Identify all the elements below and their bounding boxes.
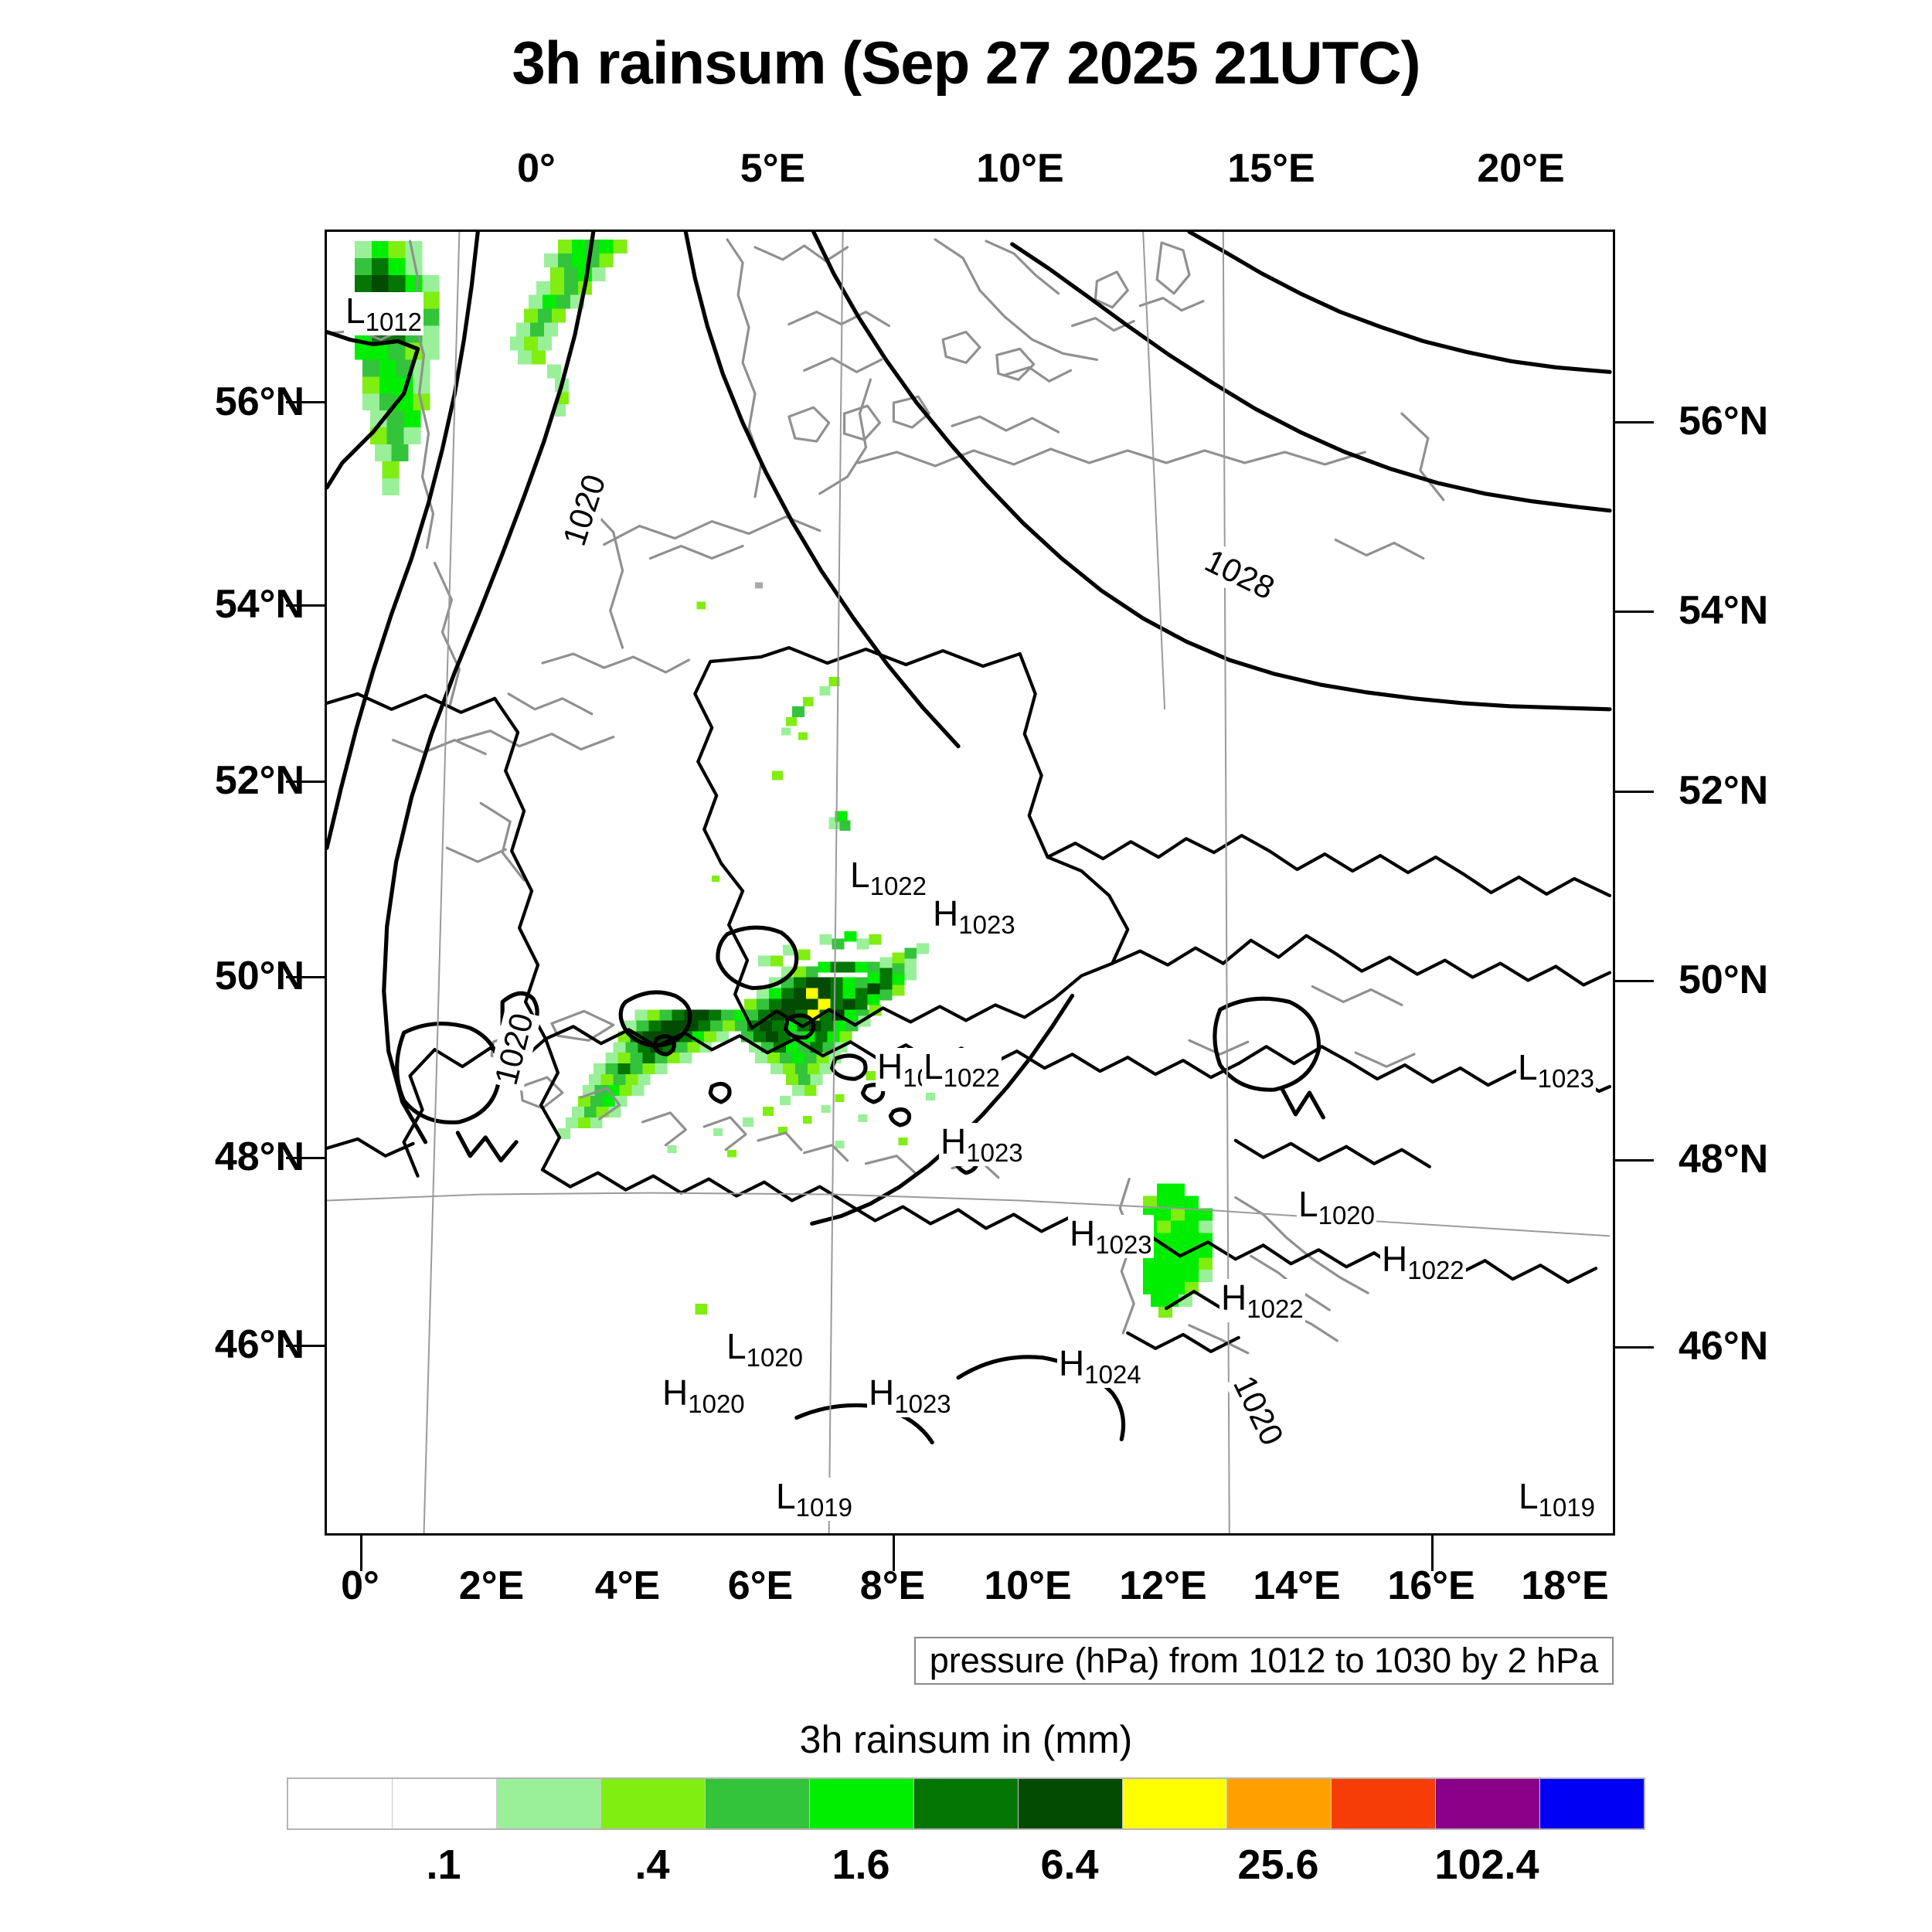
- colorbar-cell-0: [288, 1779, 393, 1828]
- colorbar[interactable]: [287, 1777, 1645, 1830]
- pressure-center-H-1023-c: H1023: [1068, 1213, 1154, 1259]
- pressure-center-L-1023: L1023: [1516, 1047, 1597, 1093]
- axis-tick-bottom-1: 2°E: [458, 1563, 525, 1608]
- tick-bottom-2: [1431, 1536, 1434, 1571]
- axis-tick-top-4: 20°E: [1477, 146, 1565, 191]
- tick-right-2: [1615, 791, 1654, 793]
- colorbar-cell-11: [1436, 1779, 1540, 1828]
- colorbar-cell-10: [1332, 1779, 1436, 1828]
- axis-tick-top-2: 10°E: [976, 146, 1064, 191]
- pressure-center-L-1020-a: L1020: [1297, 1184, 1377, 1230]
- pressure-center-H-1024: H1024: [1057, 1343, 1143, 1389]
- tick-bottom-0: [360, 1536, 362, 1571]
- pressure-center-L-1012: L1012: [344, 291, 424, 336]
- colorbar-tick-labels: .1 .4 1.6 6.4 25.6 102.4: [287, 1841, 1645, 1895]
- axis-tick-right-3: 50°N: [1679, 957, 1769, 1002]
- axis-tick-top-1: 5°E: [740, 146, 806, 191]
- pressure-center-L-1020-b: L1020: [725, 1326, 805, 1372]
- colorbar-tick-3: 6.4: [1040, 1842, 1099, 1888]
- axis-tick-right-2: 52°N: [1679, 768, 1769, 813]
- axis-tick-bottom-5: 10°E: [984, 1563, 1072, 1608]
- pressure-center-L-1022-b: L1022: [922, 1046, 1002, 1092]
- colorbar-cell-7: [1019, 1779, 1123, 1828]
- colorbar-cell-2: [497, 1779, 601, 1828]
- axis-tick-bottom-2: 4°E: [594, 1563, 661, 1608]
- tick-left-4: [286, 1157, 325, 1159]
- pressure-center-H-10: H10: [876, 1048, 927, 1091]
- axis-tick-bottom-3: 6°E: [727, 1563, 794, 1608]
- axis-tick-right-1: 54°N: [1679, 588, 1769, 633]
- precipitation-raster: [354, 239, 1213, 1318]
- pressure-legend-box: pressure (hPa) from 1012 to 1030 by 2 hP…: [914, 1637, 1614, 1685]
- colorbar-cell-8: [1123, 1779, 1227, 1828]
- page-title: 3h rainsum (Sep 27 2025 21UTC): [512, 29, 1420, 97]
- tick-left-0: [286, 401, 325, 403]
- pressure-center-H-1020: H1020: [661, 1372, 747, 1418]
- map-plot-area[interactable]: [325, 230, 1615, 1536]
- axis-tick-top-0: 0°: [517, 146, 556, 191]
- pressure-legend-text: pressure (hPa) from 1012 to 1030 by 2 hP…: [929, 1641, 1599, 1680]
- axis-tick-right-4: 48°N: [1679, 1137, 1769, 1182]
- tick-right-3: [1615, 980, 1654, 982]
- tick-left-3: [286, 976, 325, 978]
- colorbar-tick-0: .1: [426, 1842, 461, 1888]
- colorbar-cell-5: [810, 1779, 914, 1828]
- colorbar-cell-3: [601, 1779, 706, 1828]
- tick-left-2: [286, 781, 325, 783]
- coastline-layer: [327, 238, 1445, 1355]
- tick-right-1: [1615, 611, 1654, 613]
- colorbar-cell-12: [1540, 1779, 1644, 1828]
- axis-tick-right-0: 56°N: [1679, 399, 1769, 444]
- pressure-center-H-1022-b: H1022: [1219, 1277, 1305, 1323]
- tick-left-5: [286, 1345, 325, 1347]
- colorbar-title: 3h rainsum in (mm): [799, 1718, 1133, 1761]
- colorbar-tick-4: 25.6: [1237, 1842, 1319, 1888]
- pressure-center-L-1019-b: L1019: [1517, 1476, 1597, 1522]
- colorbar-tick-5: 102.4: [1434, 1842, 1539, 1888]
- tick-right-0: [1615, 421, 1654, 423]
- axis-tick-bottom-7: 14°E: [1253, 1563, 1341, 1608]
- colorbar-cell-1: [393, 1779, 497, 1828]
- colorbar-cell-4: [706, 1779, 810, 1828]
- colorbar-cell-6: [914, 1779, 1019, 1828]
- pressure-center-H-1022-a: H1022: [1380, 1239, 1466, 1284]
- colorbar-tick-2: 1.6: [832, 1842, 890, 1888]
- colorbar-tick-1: .4: [634, 1842, 670, 1888]
- pressure-center-H-1023-b: H1023: [939, 1121, 1025, 1167]
- tick-bottom-1: [893, 1536, 895, 1571]
- pressure-center-L-1019-a: L1019: [774, 1476, 855, 1522]
- colorbar-cell-9: [1227, 1779, 1332, 1828]
- axis-tick-right-5: 46°N: [1679, 1324, 1769, 1369]
- pressure-center-L-1022-a: L1022: [849, 855, 929, 900]
- pressure-center-H-1023-a: H1023: [931, 893, 1017, 939]
- tick-left-1: [286, 604, 325, 607]
- pressure-center-H-1023-d: H1023: [867, 1372, 953, 1418]
- axis-tick-top-3: 15°E: [1227, 146, 1315, 191]
- weather-map-canvas: [327, 232, 1612, 1533]
- tick-right-5: [1615, 1346, 1654, 1349]
- tick-right-4: [1615, 1159, 1654, 1162]
- axis-tick-bottom-9: 18°E: [1521, 1563, 1609, 1608]
- axis-tick-bottom-6: 12°E: [1119, 1563, 1207, 1608]
